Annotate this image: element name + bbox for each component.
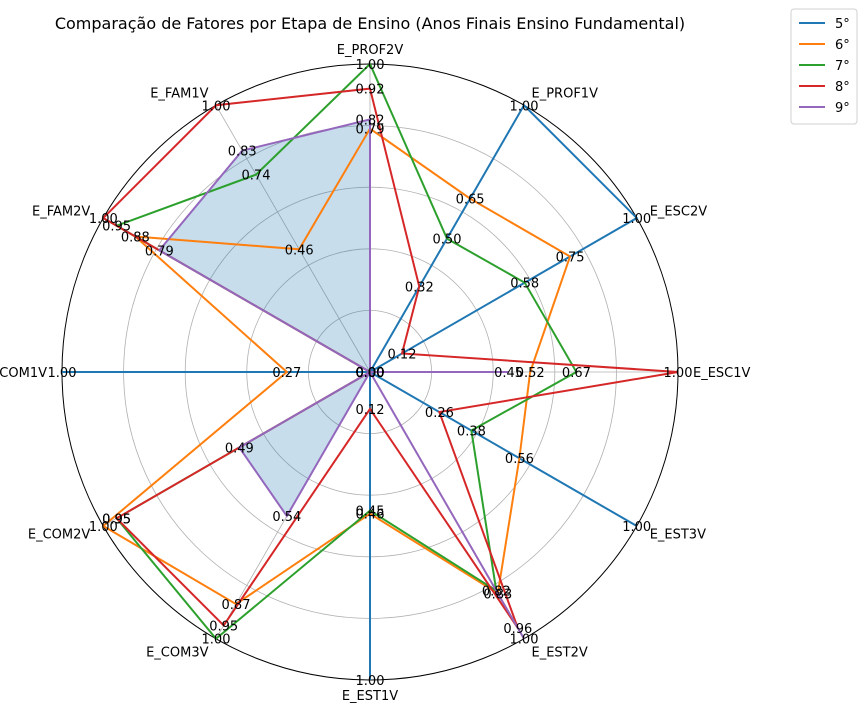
data-label: 0.79: [356, 123, 385, 138]
data-label: 1.00: [622, 520, 651, 535]
data-label: 0.49: [225, 442, 254, 457]
data-label: 0.00: [356, 366, 385, 381]
data-label: 1.00: [622, 212, 651, 227]
data-label: 0.92: [356, 83, 385, 98]
data-label: 0.00: [356, 366, 385, 381]
data-label: 0.88: [121, 231, 150, 246]
series-line-4: [101, 87, 679, 629]
data-label: 0.95: [102, 512, 131, 527]
data-label: 1.00: [202, 633, 231, 648]
data-label: 1.00: [356, 58, 385, 73]
data-label: 0.95: [102, 512, 131, 527]
data-label: 0.82: [356, 113, 385, 128]
data-label: 1.00: [89, 520, 118, 535]
series-line-5: [157, 118, 525, 640]
chart-title: Comparação de Fatores por Etapa de Ensin…: [55, 14, 685, 33]
data-label: 0.12: [356, 403, 385, 418]
data-label: 0.75: [556, 251, 585, 266]
data-label: 0.38: [457, 425, 486, 440]
data-label: 0.26: [425, 406, 454, 421]
axis-label-e_com3v: E_COM3V: [146, 646, 209, 661]
axis-label-e_esc1v: E_ESC1V: [693, 366, 751, 381]
series-lines-layer: [62, 62, 679, 680]
legend-label-4: 8°: [835, 80, 850, 95]
legend-label-3: 7°: [835, 59, 850, 74]
data-label: 0.65: [456, 193, 485, 208]
data-label: 0.83: [483, 587, 512, 602]
data-label: 0.46: [285, 243, 314, 258]
legend-box: [790, 8, 858, 125]
axis-label-e_prof1v: E_PROF1V: [532, 86, 599, 101]
data-label: 0.95: [209, 619, 238, 634]
axis-label-e_com1v: E_COM1V: [0, 366, 47, 381]
axis-label-e_fam2v: E_FAM2V: [32, 205, 90, 220]
data-label: 0.00: [356, 366, 385, 381]
series-fill-area: [159, 119, 524, 639]
legend-label-1: 5°: [835, 17, 850, 32]
data-label: 0.87: [222, 598, 251, 613]
data-label: 0.12: [388, 348, 417, 363]
axis-label-e_est2v: E_EST2V: [532, 646, 588, 661]
data-label: 0.95: [102, 220, 131, 235]
data-label: 1.00: [510, 633, 539, 648]
axis-labels: E_PROF2V E_PROF1V E_ESC2V E_ESC1V E_EST3V E_E…: [0, 43, 751, 704]
axis-label-e_est3v: E_EST3V: [650, 528, 706, 543]
data-label: 0.00: [356, 366, 385, 381]
data-label: 0.00: [356, 366, 385, 381]
data-labels: 0.001.001.000.001.000.001.000.000.001.00…: [48, 58, 693, 689]
data-label: 0.00: [356, 366, 385, 381]
data-label: 0.82: [482, 585, 511, 600]
series-fill-layer: [159, 119, 524, 639]
data-label: 0.58: [510, 277, 539, 292]
data-label: 0.52: [516, 366, 545, 381]
data-label: 0.79: [145, 244, 174, 259]
data-label: 1.00: [48, 366, 77, 381]
data-label: 1.00: [510, 99, 539, 114]
data-label: 0.56: [505, 452, 534, 467]
data-label: 0.45: [494, 366, 523, 381]
data-label: 0.96: [503, 622, 532, 637]
axis-label-e_fam1v: E_FAM1V: [150, 86, 208, 101]
axis-label-e_prof2v: E_PROF2V: [337, 43, 404, 58]
data-label: 0.00: [356, 366, 385, 381]
data-label: 0.00: [356, 366, 385, 381]
data-label: 0.83: [228, 145, 257, 160]
data-label: 0.45: [356, 505, 385, 520]
data-label: 0.00: [356, 366, 385, 381]
data-label: 1.00: [356, 674, 385, 689]
data-label: 0.00: [356, 366, 385, 381]
data-label: 0.00: [356, 366, 385, 381]
legend: 5° 6° 7° 8° 9°: [790, 8, 858, 125]
data-label: 0.67: [562, 366, 591, 381]
data-label: 0.00: [356, 366, 385, 381]
axis-label-e_com2v: E_COM2V: [28, 528, 91, 543]
series-line-1: [62, 103, 639, 680]
data-label: 0.54: [272, 510, 301, 525]
data-label: 1.00: [202, 99, 231, 114]
data-label: 0.27: [272, 366, 301, 381]
data-label: 1.00: [664, 366, 693, 381]
data-label: 0.74: [242, 169, 271, 184]
data-label: 0.32: [405, 281, 434, 296]
legend-label-5: 9°: [835, 101, 850, 116]
legend-label-2: 6°: [835, 38, 850, 53]
axis-label-e_esc2v: E_ESC2V: [650, 205, 708, 220]
axis-label-e_est1v: E_EST1V: [342, 689, 398, 704]
data-label: 0.50: [433, 233, 462, 248]
data-label: 0.00: [356, 366, 385, 381]
data-label: 0.00: [356, 366, 385, 381]
data-label: 0.46: [356, 508, 385, 523]
data-label: 1.00: [89, 212, 118, 227]
